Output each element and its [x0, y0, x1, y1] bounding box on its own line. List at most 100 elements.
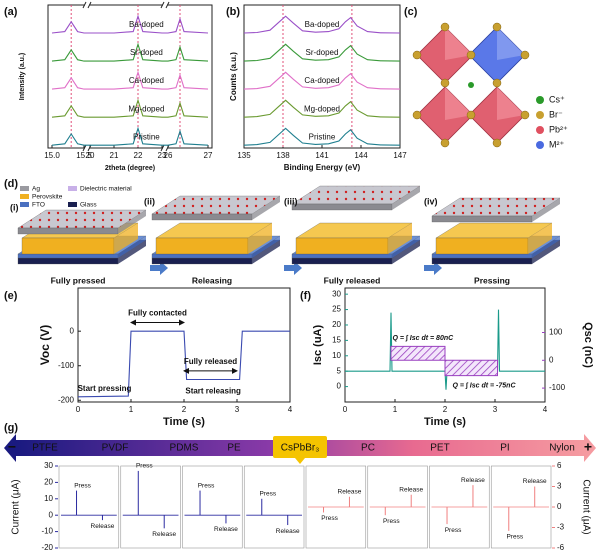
sub-panel: [243, 465, 305, 549]
series-line: [51, 98, 209, 118]
spike-label: Release: [399, 486, 423, 493]
y-axis-label: Counts (a.u.): [229, 52, 238, 101]
annotation: Start releasing: [185, 387, 241, 396]
y2-axis-label: Qsc (nC): [582, 322, 594, 368]
x-tick-label: 2: [182, 405, 187, 414]
device-layer: [151, 253, 253, 259]
series-label: Sr-doped: [130, 48, 163, 57]
x-axis-label: Time (s): [424, 416, 466, 428]
series-line: [243, 15, 401, 34]
y2-tick-label: -6: [557, 543, 565, 552]
annotation: Fully released: [184, 357, 237, 366]
x-tick-label: 0: [343, 405, 348, 414]
step-numeral: (i): [10, 202, 19, 212]
legend-swatch: [20, 186, 29, 191]
annotation: Fully contacted: [128, 309, 187, 318]
y-tick-label: 0: [49, 510, 54, 519]
device-layer: [252, 240, 280, 264]
legend-label: Cs⁺: [549, 94, 565, 104]
spike-label: Release: [461, 477, 485, 484]
x-tick-label: 3: [235, 405, 240, 414]
spike-label: Release: [276, 528, 300, 535]
x-axis-label: 2theta (degree): [105, 165, 155, 172]
sub-panel: [58, 465, 120, 549]
device-layer: [252, 196, 280, 220]
y2-tick-label: 0: [549, 355, 554, 364]
device-layer: [151, 257, 253, 265]
tribo-material: PE: [227, 443, 241, 454]
panel-label: (a): [4, 6, 18, 18]
y2-tick-label: -3: [557, 523, 565, 532]
legend-swatch: [68, 186, 77, 191]
axis-break: [85, 146, 89, 150]
device-layer: [151, 213, 253, 221]
device-layer: [17, 257, 119, 265]
device-layer: [532, 198, 560, 222]
panel-label: (f): [300, 290, 311, 302]
y2-tick-label: 100: [549, 328, 563, 337]
x-tick-label: 3: [493, 405, 498, 414]
x-tick-label: 4: [288, 405, 293, 414]
step-arrow: [424, 261, 442, 275]
device-layer: [388, 223, 412, 254]
legend-label: M²⁺: [549, 139, 564, 149]
y-tick-label: 30: [332, 289, 341, 298]
legend-marker: [536, 96, 544, 104]
y-axis-label: Voc (V): [38, 325, 52, 365]
spike-label: Press: [136, 463, 153, 470]
device-layer: [528, 223, 552, 254]
series-line: [243, 127, 401, 146]
series-line: [243, 71, 401, 90]
series-line: [243, 99, 401, 118]
device-layer: [431, 257, 533, 265]
spike-label: Release: [152, 531, 176, 538]
x-tick-label: 141: [315, 151, 329, 160]
series-label: Ba-doped: [129, 20, 164, 29]
series-label: Sr-doped: [306, 48, 339, 57]
axis-break: [85, 3, 89, 7]
series-label: Ca-doped: [129, 76, 164, 85]
series-line: [51, 14, 209, 34]
legend-label: Perovskite: [32, 194, 63, 201]
x-tick-label: 0: [76, 405, 81, 414]
sub-panel: [367, 465, 428, 549]
x-axis-label: Time (s): [163, 416, 205, 428]
tribo-material: PTFE: [32, 443, 58, 454]
y-tick-label: -100: [58, 361, 75, 370]
x-tick-label: 26: [164, 151, 173, 160]
tribo-arrow: [4, 434, 16, 462]
device-layer: [291, 253, 393, 259]
device-layer: [532, 236, 560, 258]
y2-axis-label: Current (μA): [580, 479, 591, 534]
tribo-arrow: [584, 434, 596, 462]
tribo-plus: +: [584, 439, 592, 455]
spike-label: Press: [198, 482, 215, 489]
y-tick-label: 0: [70, 326, 75, 335]
annotation: Start pressing: [78, 384, 132, 393]
device-layer: [392, 240, 420, 264]
spike-label: Release: [214, 526, 238, 533]
x-tick-label: 21: [110, 151, 119, 160]
device-layer: [17, 253, 119, 259]
axis-break: [163, 146, 167, 150]
device-layer: [114, 223, 138, 254]
x-tick-label: 2: [443, 405, 448, 414]
device-layer: [291, 203, 393, 211]
tribo-minus: −: [8, 439, 16, 455]
tribo-material: PI: [500, 443, 509, 454]
step-numeral: (iv): [424, 196, 438, 206]
x-tick-label: 144: [354, 151, 368, 160]
device-layer: [21, 237, 115, 255]
series-line: [243, 43, 401, 62]
x-tick-label: 1: [393, 405, 398, 414]
device-layer: [118, 236, 146, 258]
step-caption: Pressing: [474, 275, 510, 285]
x-tick-label: 22: [134, 151, 143, 160]
sub-panel: [305, 465, 367, 549]
tribo-material: CsPbBr₃: [281, 443, 320, 454]
y2-tick-label: 6: [557, 461, 562, 470]
x-tick-label: 27: [204, 151, 213, 160]
y-tick-label: 30: [44, 461, 53, 470]
y2-tick-label: 0: [557, 502, 562, 511]
